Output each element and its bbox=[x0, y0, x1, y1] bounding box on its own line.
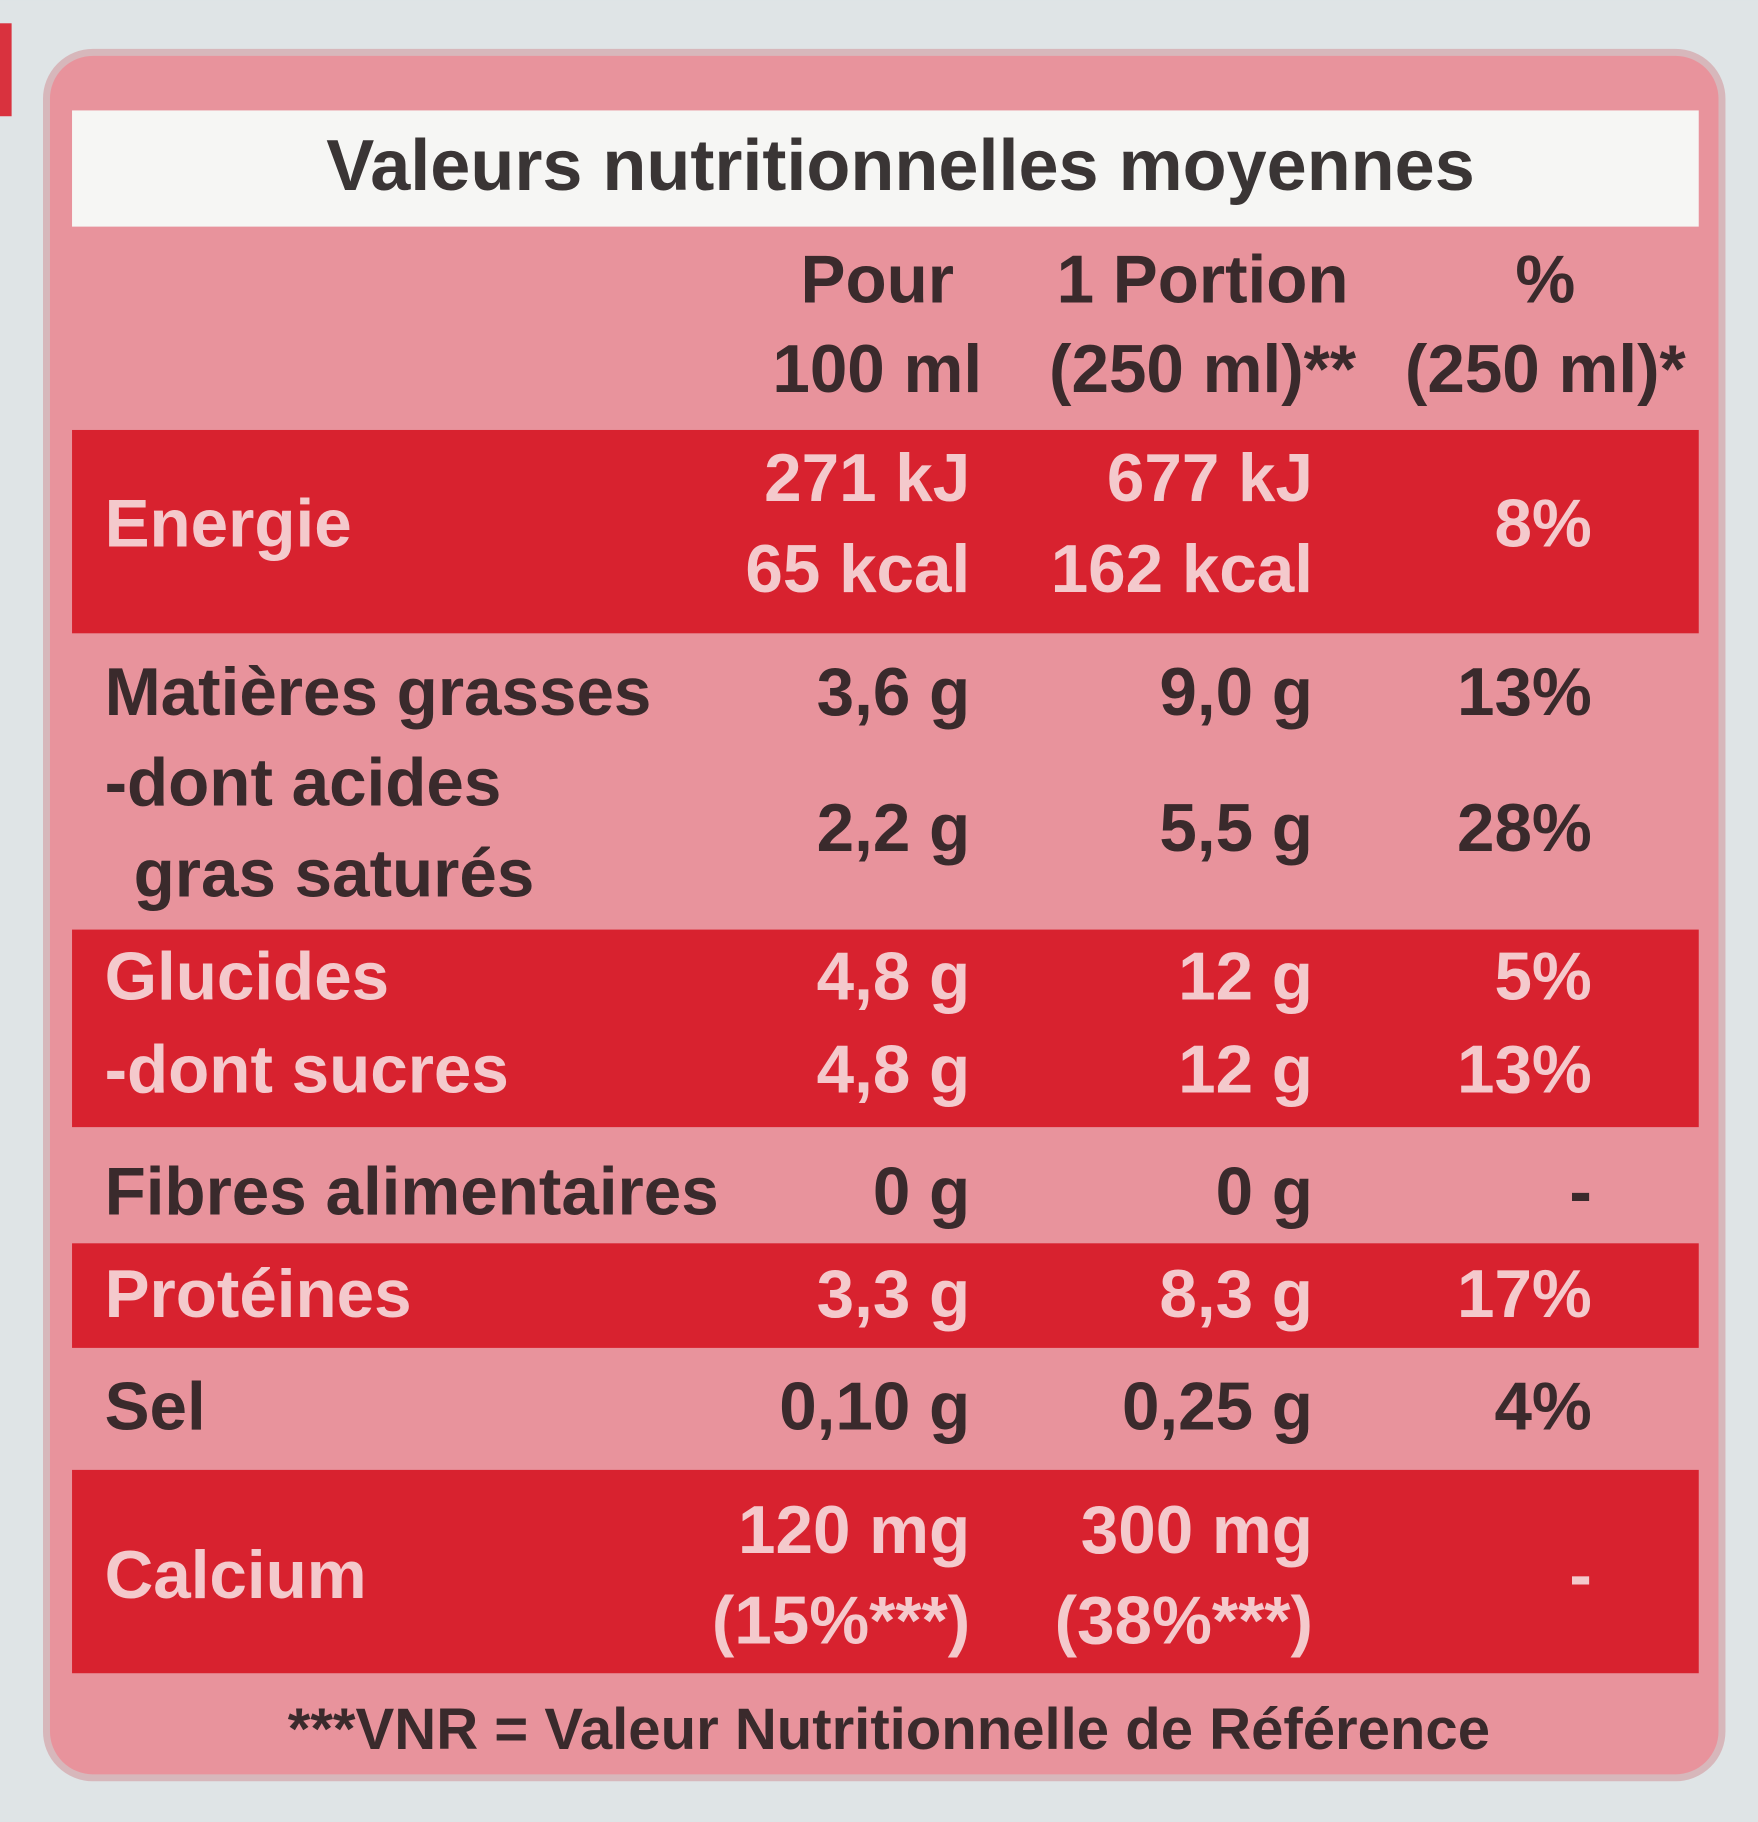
band bbox=[72, 929, 1699, 1128]
cell-value: 0 g bbox=[1216, 1155, 1313, 1230]
cell-value: 0,25 g bbox=[1122, 1370, 1313, 1445]
cell-value: 4,8 g bbox=[817, 940, 971, 1015]
cell-value: 162 kcal bbox=[1051, 532, 1313, 607]
cell-value: 28% bbox=[1457, 791, 1592, 866]
cell-value: (15%***) bbox=[712, 1583, 970, 1658]
title-band bbox=[72, 110, 1699, 227]
cell-value: - bbox=[1569, 1155, 1591, 1230]
row-label: Sel bbox=[105, 1370, 206, 1445]
edge bbox=[0, 23, 12, 117]
column-header: 100 ml bbox=[772, 332, 982, 407]
column-header: % bbox=[1515, 243, 1575, 318]
cell-value: 8,3 g bbox=[1159, 1257, 1313, 1332]
cell-value: 12 g bbox=[1178, 1033, 1313, 1108]
cell-value: 677 kJ bbox=[1107, 441, 1313, 516]
band bbox=[72, 429, 1699, 634]
band bbox=[72, 1469, 1699, 1674]
column-header: (250 ml)** bbox=[1049, 332, 1357, 407]
cell-value: 4,8 g bbox=[817, 1033, 971, 1108]
cell-value: 120 mg bbox=[738, 1493, 970, 1568]
row-label: -dont sucres bbox=[105, 1033, 509, 1108]
cell-value: 13% bbox=[1457, 655, 1592, 730]
row-label: Calcium bbox=[105, 1538, 367, 1613]
cell-value: 0,10 g bbox=[779, 1370, 970, 1445]
cell-value: 4% bbox=[1494, 1370, 1591, 1445]
row-label: Fibres alimentaires bbox=[105, 1155, 719, 1230]
column-header: (250 ml)* bbox=[1405, 332, 1687, 407]
column-header: 1 Portion bbox=[1057, 243, 1349, 318]
cell-value: 3,3 g bbox=[817, 1257, 971, 1332]
cell-value: 5,5 g bbox=[1159, 791, 1313, 866]
cell-value: 65 kcal bbox=[745, 532, 970, 607]
cell-value: 9,0 g bbox=[1159, 655, 1313, 730]
row-label: Glucides bbox=[105, 940, 390, 1015]
cell-value: 8% bbox=[1494, 487, 1591, 562]
cell-value: 300 mg bbox=[1081, 1493, 1313, 1568]
row-label: Protéines bbox=[105, 1257, 412, 1332]
cell-value: 12 g bbox=[1178, 940, 1313, 1015]
cell-value: 13% bbox=[1457, 1033, 1592, 1108]
row-label: -dont acides bbox=[105, 746, 502, 821]
cell-value: 3,6 g bbox=[817, 655, 971, 730]
cell-value: 17% bbox=[1457, 1257, 1592, 1332]
footnote: ***VNR = Valeur Nutritionnelle de Référe… bbox=[288, 1697, 1490, 1762]
title: Valeurs nutritionnelles moyennes bbox=[326, 126, 1475, 206]
cell-value: 5% bbox=[1494, 940, 1591, 1015]
band bbox=[72, 1243, 1699, 1348]
cell-value: (38%***) bbox=[1055, 1583, 1313, 1658]
cell-value: - bbox=[1569, 1538, 1591, 1613]
cell-value: 2,2 g bbox=[817, 791, 971, 866]
row-label: Energie bbox=[105, 487, 352, 562]
cell-value: 271 kJ bbox=[764, 441, 970, 516]
cell-value: 0 g bbox=[873, 1155, 970, 1230]
column-header: Pour bbox=[801, 243, 954, 318]
row-label: gras saturés bbox=[134, 836, 535, 911]
row-label: Matières grasses bbox=[105, 655, 652, 730]
